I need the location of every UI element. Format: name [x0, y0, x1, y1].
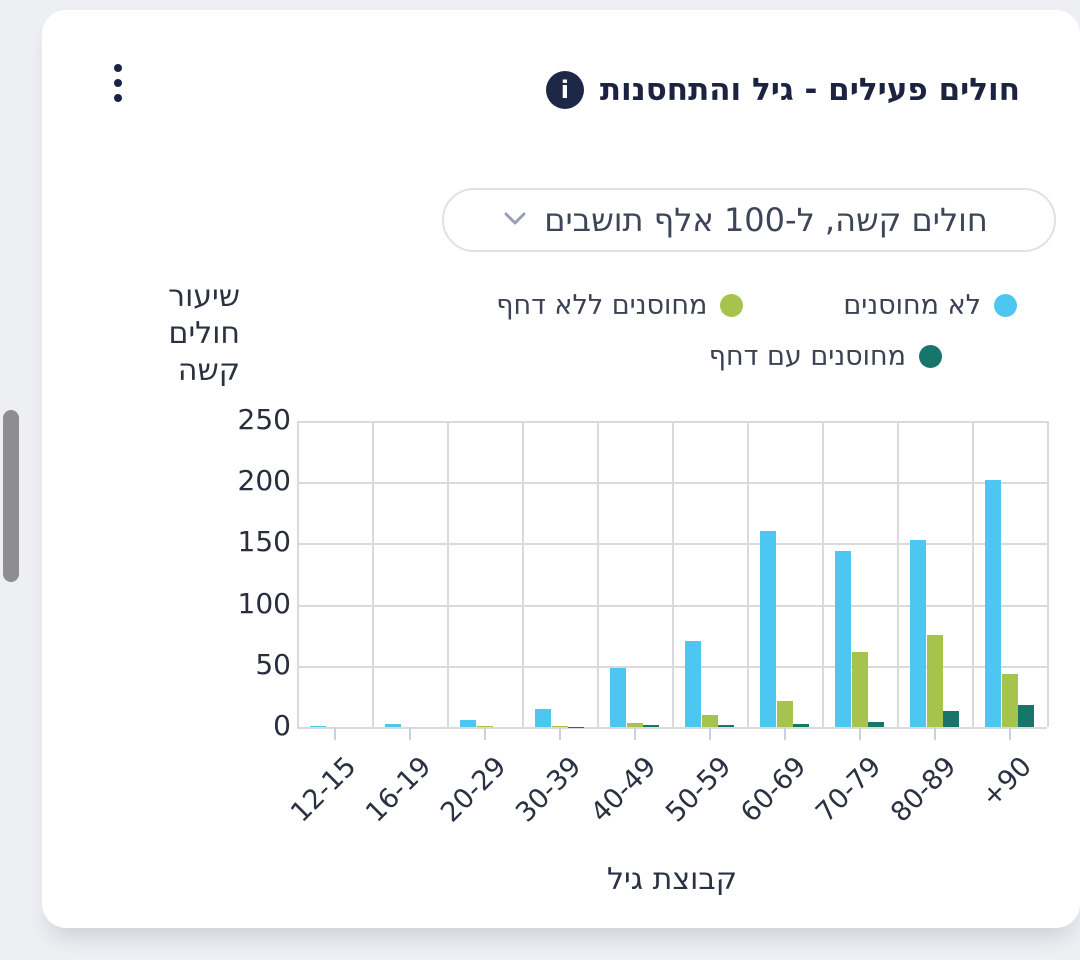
gridline — [522, 421, 524, 727]
bar-60-69-series-2[interactable] — [793, 723, 809, 727]
bar-+90-series-0[interactable] — [985, 479, 1001, 727]
bar-50-59-series-1[interactable] — [701, 714, 718, 727]
bar-12-15-series-0[interactable] — [310, 725, 326, 727]
bar-60-69-series-0[interactable] — [760, 531, 776, 727]
dropdown-value: חולים קשה, ל-100 אלף תושבים — [544, 201, 988, 239]
y-tick-label: 200 — [237, 464, 291, 498]
legend-label: מחוסנים ללא דחף — [496, 290, 708, 321]
legend-row: לא מחוסנים מחוסנים ללא דחף — [496, 290, 1017, 321]
gridline — [297, 727, 1047, 729]
gridline — [972, 421, 974, 727]
bar-70-79-series-1[interactable] — [851, 652, 868, 727]
bar-80-89-series-1[interactable] — [926, 635, 943, 727]
legend-row: מחוסנים עם דחף — [496, 341, 942, 372]
gridline — [1047, 421, 1049, 727]
gridline — [672, 421, 674, 727]
kebab-dot-icon — [114, 64, 122, 72]
bar-20-29-series-0[interactable] — [460, 719, 476, 727]
y-tick-label: 50 — [255, 647, 291, 681]
legend-item-unvaccinated[interactable]: לא מחוסנים — [843, 290, 1017, 321]
x-tick-label: +90 — [975, 751, 1038, 814]
kebab-dot-icon — [114, 79, 122, 87]
y-tick-label: 100 — [237, 586, 291, 620]
bar-60-69-series-1[interactable] — [776, 701, 793, 727]
gridline — [747, 421, 749, 727]
bar-40-49-series-0[interactable] — [610, 668, 626, 727]
x-axis-title: קבוצת גיל — [607, 862, 737, 897]
y-axis-label-line: חולים — [168, 316, 240, 351]
x-tick-label: 60-69 — [735, 751, 813, 829]
gridline — [597, 421, 599, 727]
x-tick-label: 20-29 — [435, 751, 513, 829]
chart-card: i חולים פעילים - גיל והתחסנות חולים קשה,… — [42, 10, 1080, 928]
legend-dot-icon — [720, 294, 744, 317]
bar-50-59-series-0[interactable] — [685, 641, 701, 727]
bar-70-79-series-0[interactable] — [835, 550, 851, 727]
bar-+90-series-2[interactable] — [1018, 704, 1034, 727]
legend-label: לא מחוסנים — [843, 290, 981, 321]
x-tick-label: 40-49 — [585, 751, 663, 829]
bar-30-39-series-1[interactable] — [551, 725, 568, 727]
gridline — [897, 421, 899, 727]
x-tick — [783, 727, 786, 740]
page-title: חולים פעילים - גיל והתחסנות — [599, 72, 1020, 108]
gridline — [297, 421, 299, 727]
chart-plot-area: 12-15 16-19 20-29 30-39 40-49 50-59 60-69 70-79… — [285, 421, 1049, 828]
gridline — [822, 421, 824, 727]
x-tick-label: 30-39 — [510, 751, 588, 829]
legend-item-vaccinated-with-booster[interactable]: מחוסנים עם דחף — [709, 341, 942, 372]
x-tick — [1008, 727, 1011, 740]
x-tick-label: 12-15 — [285, 751, 363, 829]
y-tick-label: 250 — [237, 403, 291, 436]
y-axis-label-line: שיעור — [168, 279, 240, 314]
x-tick — [708, 727, 711, 740]
x-tick-label: 70-79 — [810, 751, 888, 829]
gridline — [447, 421, 449, 727]
bar-40-49-series-2[interactable] — [643, 725, 659, 727]
y-axis-label: שיעור חולים קשה — [102, 278, 240, 389]
chart-legend: לא מחוסנים מחוסנים ללא דחף מחוסנים עם דח… — [496, 290, 1017, 392]
chevron-down-icon — [504, 211, 526, 230]
bar-80-89-series-2[interactable] — [943, 711, 959, 727]
x-tick-label: 16-19 — [360, 751, 438, 829]
x-tick — [858, 727, 861, 740]
kebab-dot-icon — [114, 94, 122, 102]
x-tick — [333, 727, 336, 740]
metric-dropdown[interactable]: חולים קשה, ל-100 אלף תושבים — [442, 188, 1056, 252]
y-axis-ticks: 0 50 100 150 200 250 — [238, 404, 1047, 742]
y-tick-label: 150 — [237, 525, 291, 559]
x-tick — [558, 727, 561, 740]
legend-label: מחוסנים עם דחף — [708, 341, 906, 372]
x-tick — [408, 727, 411, 740]
legend-dot-icon — [994, 294, 1017, 317]
legend-dot-icon — [919, 345, 942, 368]
y-axis-label-line: קשה — [177, 353, 240, 388]
x-tick-label: 80-89 — [885, 751, 963, 829]
bar-30-39-series-0[interactable] — [535, 708, 551, 727]
bar-20-29-series-1[interactable] — [476, 726, 493, 727]
bar-40-49-series-1[interactable] — [626, 723, 643, 727]
x-tick — [483, 727, 486, 740]
bar-80-89-series-0[interactable] — [910, 539, 926, 727]
x-tick-label: 50-59 — [660, 751, 738, 829]
x-tick — [633, 727, 636, 740]
bar-70-79-series-2[interactable] — [868, 721, 884, 727]
kebab-menu-button[interactable] — [98, 60, 138, 106]
legend-item-vaccinated-no-booster[interactable]: מחוסנים ללא דחף — [496, 290, 744, 321]
card-header: i חולים פעילים - גיל והתחסנות — [545, 62, 1020, 118]
gridline — [372, 421, 374, 727]
scrollbar-thumb[interactable] — [3, 410, 19, 582]
x-tick — [933, 727, 936, 740]
bar-50-59-series-2[interactable] — [718, 725, 734, 727]
y-tick-label: 0 — [273, 709, 291, 742]
info-icon[interactable]: i — [545, 71, 584, 109]
bar-+90-series-1[interactable] — [1001, 674, 1018, 727]
bar-16-19-series-0[interactable] — [385, 723, 401, 727]
